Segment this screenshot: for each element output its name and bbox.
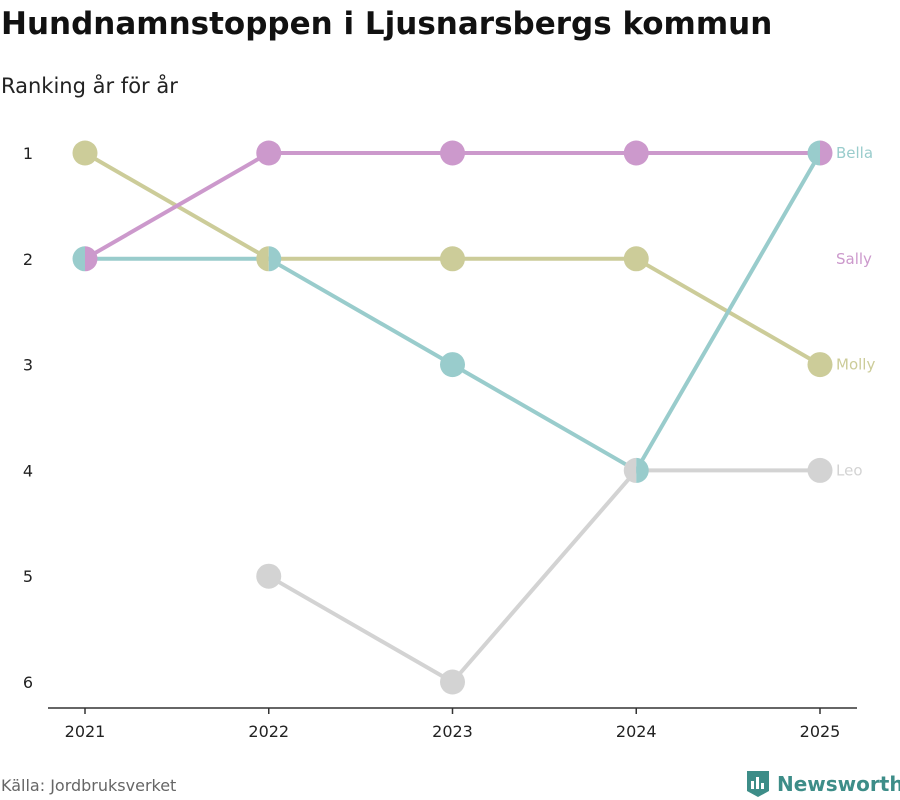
y-tick-label: 1 [23, 144, 33, 163]
data-point-half-bella [72, 246, 85, 272]
data-point-half-sally [85, 246, 98, 272]
series-label-leo: Leo [836, 461, 863, 479]
data-point-half-bella [807, 140, 820, 166]
x-tick-label: 2021 [65, 722, 106, 741]
data-point-bella-sally [807, 140, 833, 166]
y-tick-label: 5 [23, 567, 33, 586]
series-label-bella: Bella [836, 144, 873, 162]
data-point-molly-bella [256, 246, 282, 272]
data-point-sally [256, 140, 282, 166]
rank-chart: 1 2 3 4 5 6 2021 2022 2023 2024 2025 Leo Molly Bell… [23, 140, 875, 741]
data-point-leo [256, 563, 282, 589]
data-point-half-sally [820, 140, 833, 166]
x-tick-label: 2024 [616, 722, 657, 741]
data-point-leo [807, 457, 833, 483]
x-axis-ticks: 2021 2022 2023 2024 2025 [65, 708, 841, 741]
brand-name: Newsworthy [777, 772, 900, 796]
data-point-half-leo [623, 457, 637, 483]
data-point-bella [440, 352, 465, 378]
series-end-labels: Leo Molly Bella Sally [836, 144, 875, 479]
series-lines [84, 151, 822, 684]
data-point-half-bella [636, 457, 649, 483]
series-line-bella [85, 151, 822, 473]
series-label-molly: Molly [836, 356, 875, 374]
chart-title: Hundnamnstoppen i Ljusnarsbergs kommun [1, 6, 773, 42]
series-line-sally [84, 151, 820, 261]
data-point-half-bella [268, 246, 282, 272]
x-tick-label: 2023 [432, 722, 473, 741]
data-point-sally [440, 140, 465, 166]
y-tick-label: 3 [23, 356, 33, 375]
series-points [72, 140, 833, 695]
x-tick-label: 2025 [800, 722, 841, 741]
x-tick-label: 2022 [248, 722, 289, 741]
data-point-half-molly [256, 246, 269, 272]
data-point-leo [440, 669, 465, 695]
brand-logo: Newsworthy [745, 769, 900, 799]
chart-subtitle: Ranking år för år [1, 74, 178, 98]
newsworthy-logo-icon [747, 771, 769, 797]
data-point-molly [807, 352, 833, 378]
data-point-leo-bella [623, 457, 649, 483]
data-point-molly [440, 246, 465, 272]
series-label-sally: Sally [836, 250, 872, 268]
series-line-leo [267, 468, 820, 684]
data-point-bella-sally [72, 246, 98, 272]
source-note: Källa: Jordbruksverket [1, 776, 177, 795]
data-point-molly [623, 246, 649, 272]
y-axis-ticks: 1 2 3 4 5 6 [23, 144, 33, 692]
data-point-sally [623, 140, 649, 166]
y-tick-label: 2 [23, 250, 33, 269]
data-point-molly [72, 140, 98, 166]
y-tick-label: 4 [23, 461, 33, 480]
y-tick-label: 6 [23, 673, 33, 692]
